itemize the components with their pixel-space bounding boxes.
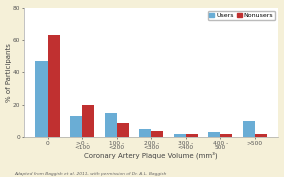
Bar [36,61,48,137]
Bar [220,134,232,137]
Bar [186,134,198,137]
Bar [70,116,82,137]
Bar [151,131,163,137]
Bar [243,121,255,137]
Bar [105,113,117,137]
Bar [117,122,129,137]
Text: Adapted from Baggish et al. 2011, with permission of Dr. A.L. Baggish: Adapted from Baggish et al. 2011, with p… [14,172,167,176]
Bar [82,105,94,137]
Bar [174,134,186,137]
X-axis label: Coronary Artery Plaque Volume (mm³): Coronary Artery Plaque Volume (mm³) [84,152,218,159]
Y-axis label: % of Participants: % of Participants [6,43,12,102]
Legend: Users, Nonusers: Users, Nonusers [208,11,275,20]
Bar [255,134,267,137]
Bar [139,129,151,137]
Bar [208,132,220,137]
Bar [48,35,60,137]
